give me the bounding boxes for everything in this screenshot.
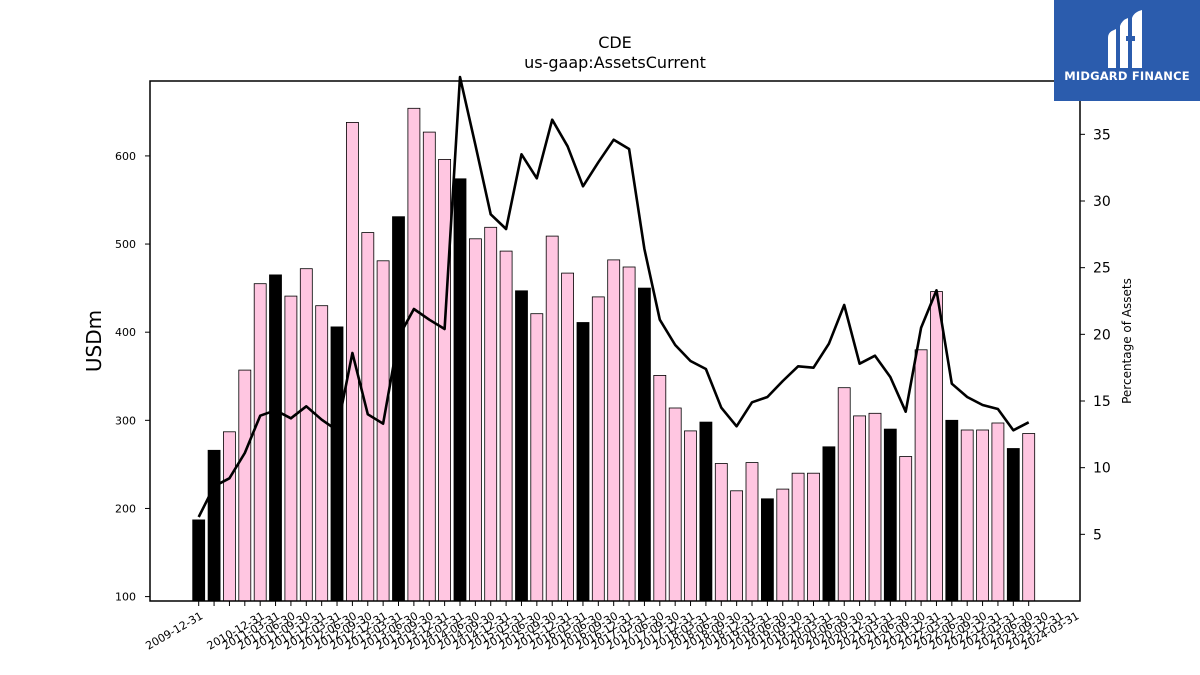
bar <box>207 449 221 602</box>
bar <box>868 412 882 602</box>
bar <box>284 295 298 602</box>
bar <box>853 415 866 602</box>
bar <box>638 287 651 602</box>
x-tick-label: 2009-12-31 <box>143 609 205 652</box>
bar <box>545 235 559 602</box>
chart-subtitle: us-gaap:AssetsCurrent <box>524 53 706 72</box>
bar <box>299 268 313 602</box>
y-tick-label: 200 <box>115 502 136 515</box>
bar <box>392 216 405 602</box>
bar <box>561 272 574 602</box>
bar <box>499 250 513 602</box>
bar <box>315 305 329 602</box>
bar <box>684 430 697 602</box>
y-tick-label: 400 <box>115 326 136 339</box>
y-axis-left: 100 200 300 400 500 600 <box>115 150 150 604</box>
percentage-line <box>197 75 1030 518</box>
chart-title: CDE <box>598 33 632 52</box>
bar <box>407 107 421 602</box>
bar <box>238 369 252 602</box>
y2-tick-label: 20 <box>1093 327 1111 343</box>
bar <box>376 260 390 602</box>
bar <box>822 446 836 602</box>
bar <box>591 296 605 602</box>
bar <box>468 238 482 602</box>
bar <box>530 313 544 602</box>
bar <box>807 472 820 602</box>
y2-tick-label: 25 <box>1093 261 1111 277</box>
y2-tick-label: 35 <box>1093 127 1111 143</box>
bar <box>699 421 713 602</box>
bar <box>899 456 913 602</box>
bar-series <box>192 107 1036 602</box>
bar <box>761 498 774 602</box>
bar <box>776 488 790 602</box>
bar <box>883 428 897 602</box>
bar <box>653 374 667 602</box>
y2-tick-label: 5 <box>1093 527 1102 543</box>
y2-tick-label: 15 <box>1093 394 1111 410</box>
bar <box>269 274 282 602</box>
logo-text: MIDGARD FINANCE <box>1064 69 1190 83</box>
y-tick-label: 100 <box>115 591 136 604</box>
bar <box>345 122 359 602</box>
y-axis-label-right: Percentage of Assets <box>1120 278 1134 404</box>
plot-frame <box>149 80 1081 602</box>
bar <box>837 387 851 602</box>
bar <box>515 290 528 602</box>
bar <box>914 349 928 602</box>
x-axis: 2009-12-31 2010-12-312011-03-312011-06-30… <box>143 601 1081 653</box>
bar <box>192 519 206 602</box>
bar <box>1006 448 1020 602</box>
bar <box>484 226 498 602</box>
bar <box>930 291 943 602</box>
bar <box>607 259 621 602</box>
y-tick-label: 500 <box>115 238 136 251</box>
bar <box>253 283 267 602</box>
bar <box>714 463 728 602</box>
bar <box>330 326 344 602</box>
bar <box>668 407 682 602</box>
bar <box>945 419 959 602</box>
y2-tick-label: 10 <box>1093 461 1111 477</box>
bar <box>622 266 636 602</box>
bar <box>730 490 743 602</box>
bar <box>1022 433 1036 602</box>
bar <box>960 429 974 602</box>
bar <box>453 178 467 602</box>
bar <box>976 429 989 602</box>
y-axis-label-left: USDm <box>82 310 106 372</box>
bar <box>791 472 805 602</box>
bar <box>438 158 452 602</box>
y-tick-label: 600 <box>115 150 136 163</box>
bar <box>422 131 436 602</box>
y2-tick-label: 30 <box>1093 194 1111 210</box>
bar <box>576 322 590 602</box>
logo-mark-icon <box>1108 10 1142 68</box>
bar <box>991 422 1005 602</box>
bar <box>222 431 236 602</box>
brand-logo: MIDGARD FINANCE <box>1054 0 1200 101</box>
line-series <box>197 75 1030 518</box>
y-axis-right: 5 10 15 20 25 30 35 <box>1080 127 1111 543</box>
y-tick-label: 300 <box>115 414 136 427</box>
bar <box>745 462 759 602</box>
